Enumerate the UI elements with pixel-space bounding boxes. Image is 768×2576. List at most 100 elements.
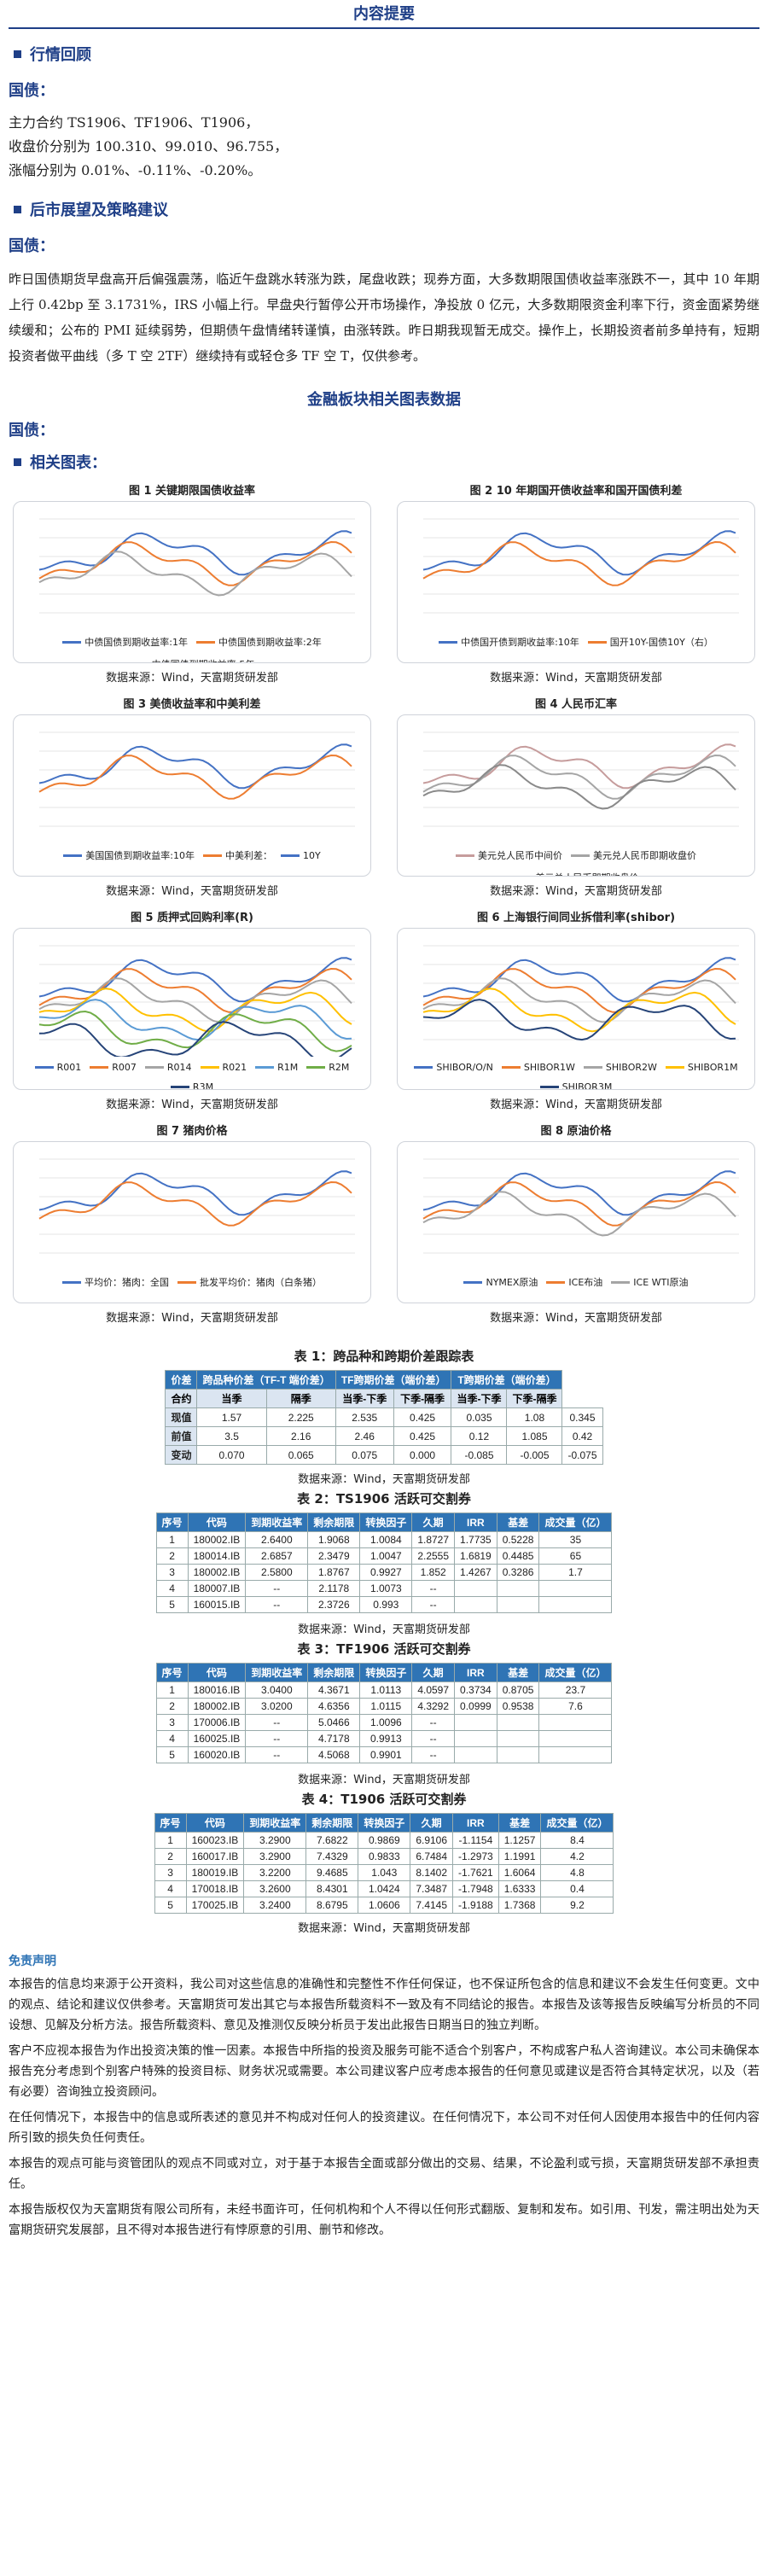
review-label: 国债： <box>9 82 55 100</box>
table-header-cell: IRR <box>454 1512 497 1532</box>
table-cell <box>538 1714 613 1731</box>
table-cell: 4 <box>154 1880 187 1897</box>
figure-row: 图 5 质押式回购利率(R) R001 R007 R014 R021 R1M R2M R3M 数… <box>13 908 755 1122</box>
legend-label: SHIBOR/O/N <box>436 1062 493 1073</box>
legend-swatch <box>280 854 300 857</box>
table-cell: 170006.IB <box>187 1714 247 1731</box>
table-cell: 2.6400 <box>245 1531 309 1548</box>
table-cell: 0.9913 <box>359 1730 413 1747</box>
table-cell: 0.425 <box>393 1407 452 1427</box>
figure: 图 3 美债收益率和中美利差 美国国债到期收益率:10年 中美利差： 10Y 数据来源：… <box>13 695 371 908</box>
figure-source: 数据来源：Wind，天富期货研发部 <box>106 672 278 685</box>
table-cell: 170018.IB <box>185 1880 245 1897</box>
legend-item: 中债国开债到期收益率:10年 <box>439 635 579 649</box>
figure-source: 数据来源：Wind，天富期货研发部 <box>106 1099 278 1111</box>
chart-plot <box>38 945 355 1064</box>
chart-legend: NYMEX原油 ICE布油 ICE WTI原油 <box>398 1273 754 1291</box>
series-line <box>422 988 736 1033</box>
figure-source: 数据来源：Wind，天富期货研发部 <box>490 885 662 898</box>
table-cell: 0.0999 <box>454 1698 497 1715</box>
table-cell: 9.4685 <box>305 1864 359 1881</box>
table-row: 5 160015.IB -- 2.3726 0.993 -- <box>155 1596 613 1613</box>
table-cell: -- <box>411 1596 456 1613</box>
table-cell: 180002.IB <box>187 1564 247 1581</box>
chart-plot <box>422 518 739 614</box>
table-cell: 2 <box>154 1848 187 1865</box>
table-cell: 0.035 <box>451 1407 508 1427</box>
legend-item: SHIBOR1W <box>501 1062 575 1073</box>
legend-swatch <box>255 1066 275 1069</box>
table-cell <box>454 1580 497 1597</box>
table-cell: 7.6822 <box>305 1832 359 1849</box>
table-row: 3 170006.IB -- 5.0466 1.0096 -- <box>155 1714 613 1731</box>
table-cell: 2.535 <box>335 1407 394 1427</box>
table-row: 2 180002.IB 3.0200 4.6356 1.0115 4.3292 0.0999… <box>155 1698 613 1715</box>
legend-item: 美元兑人民币即期收盘价 <box>514 871 639 876</box>
table-cell: 4.5068 <box>307 1746 361 1763</box>
t1-sh-2: 隔季 <box>265 1389 336 1408</box>
legend-label: 中债国债到期收益率:5年 <box>152 657 255 662</box>
series-line <box>38 999 352 1041</box>
legend-item: R3M <box>170 1081 213 1089</box>
figure-source: 数据来源：Wind，天富期货研发部 <box>490 1099 662 1111</box>
review-line-2: 收盘价分别为 100.310、99.010、96.755， <box>9 138 288 154</box>
chart-plot <box>38 518 355 614</box>
table-cell: 0.9833 <box>358 1848 411 1865</box>
series-line <box>422 957 736 1003</box>
series-line <box>38 540 352 586</box>
table-cell: -- <box>245 1746 309 1763</box>
table-row: 2 160017.IB 3.2900 7.4329 0.9833 6.7484 -1.297… <box>154 1848 614 1865</box>
legend-label: R1M <box>277 1062 299 1073</box>
legend-label: 中债国开债到期收益率:10年 <box>461 637 579 648</box>
chart-frame: 美国国债到期收益率:10年 中美利差： 10Y <box>13 714 371 877</box>
table-cell <box>496 1580 540 1597</box>
legend-item: 美元兑人民币中间价 <box>456 848 562 862</box>
table-cell: 160017.IB <box>185 1848 245 1865</box>
table-cell: 1.085 <box>506 1426 563 1446</box>
table-cell: 0.345 <box>561 1407 603 1427</box>
legend-item: R021 <box>200 1062 247 1073</box>
t1-sh-0: 合约 <box>165 1389 198 1408</box>
disclaimer-p1: 本报告的信息均来源于公开资料，我公司对这些信息的准确性和完整性不作任何保证，也不… <box>9 1978 759 2032</box>
legend-swatch <box>501 1066 521 1069</box>
t1-sh-6: 下季-隔季 <box>506 1389 563 1408</box>
table4-source: 数据来源：Wind，天富期货研发部 <box>298 1922 470 1935</box>
series-line <box>422 1191 736 1237</box>
legend-item: SHIBOR2W <box>583 1062 657 1073</box>
table-cell: 4.6356 <box>307 1698 361 1715</box>
legend-label: SHIBOR3M <box>561 1081 613 1090</box>
figure: 图 6 上海银行间同业拆借利率(shibor) SHIBOR/O/N SHIBOR1… <box>397 908 755 1122</box>
chart-plot <box>38 1158 355 1254</box>
table-cell: 1.8727 <box>411 1531 456 1548</box>
charts-heading: 相关图表： <box>14 451 759 473</box>
table-row: 变动 0.070 0.065 0.075 0.000 -0.085 -0.005 -0.075 <box>165 1445 603 1465</box>
table-cell: 65 <box>538 1547 613 1565</box>
legend-item: 中债国债到期收益率:2年 <box>196 635 322 649</box>
legend-label: 国开10Y-国债10Y（右） <box>609 637 713 648</box>
series-line <box>38 743 352 790</box>
table-row: 5 170025.IB 3.2400 8.6795 1.0606 7.4145 -1.918… <box>154 1897 614 1914</box>
table-cell: 1.0115 <box>359 1698 413 1715</box>
table-cell: 4.7178 <box>307 1730 361 1747</box>
figure: 图 4 人民币汇率美元兑人民币中间价美元兑人民币即期收盘价美元兑人民币即期收盘价… <box>397 695 755 908</box>
figure: 图 2 10 年期国开债收益率和国开国债利差 中债国开债到期收益率:10年 国开10… <box>397 481 755 695</box>
table-header-cell: 久期 <box>411 1663 456 1682</box>
chart-legend: 平均价：猪肉：全国 批发平均价：猪肉（白条猪） <box>14 1273 370 1291</box>
legend-label: R021 <box>222 1062 247 1073</box>
table-row: 1 180002.IB 2.6400 1.9068 1.0084 1.8727 1.7735… <box>155 1531 613 1548</box>
table-header-cell: 久期 <box>410 1813 454 1833</box>
table-cell: -1.7948 <box>452 1880 499 1897</box>
table-header-cell: 基差 <box>496 1512 540 1532</box>
table-cell: 5 <box>155 1596 189 1613</box>
table-header-cell: 成交量（亿） <box>538 1512 613 1532</box>
table-cell: 4 <box>155 1730 189 1747</box>
t1-sh-5: 当季-下季 <box>451 1389 508 1408</box>
table-cell <box>538 1746 613 1763</box>
legend-label: 美元兑人民币即期收盘价 <box>536 871 639 876</box>
table-cell: 2.3479 <box>307 1547 361 1565</box>
chart-frame: R001 R007 R014 R021 R1M R2M R3M <box>13 928 371 1090</box>
legend-label: R2M <box>329 1062 350 1073</box>
table-cell: 4.3671 <box>307 1681 361 1699</box>
table-cell: 0.993 <box>359 1596 413 1613</box>
